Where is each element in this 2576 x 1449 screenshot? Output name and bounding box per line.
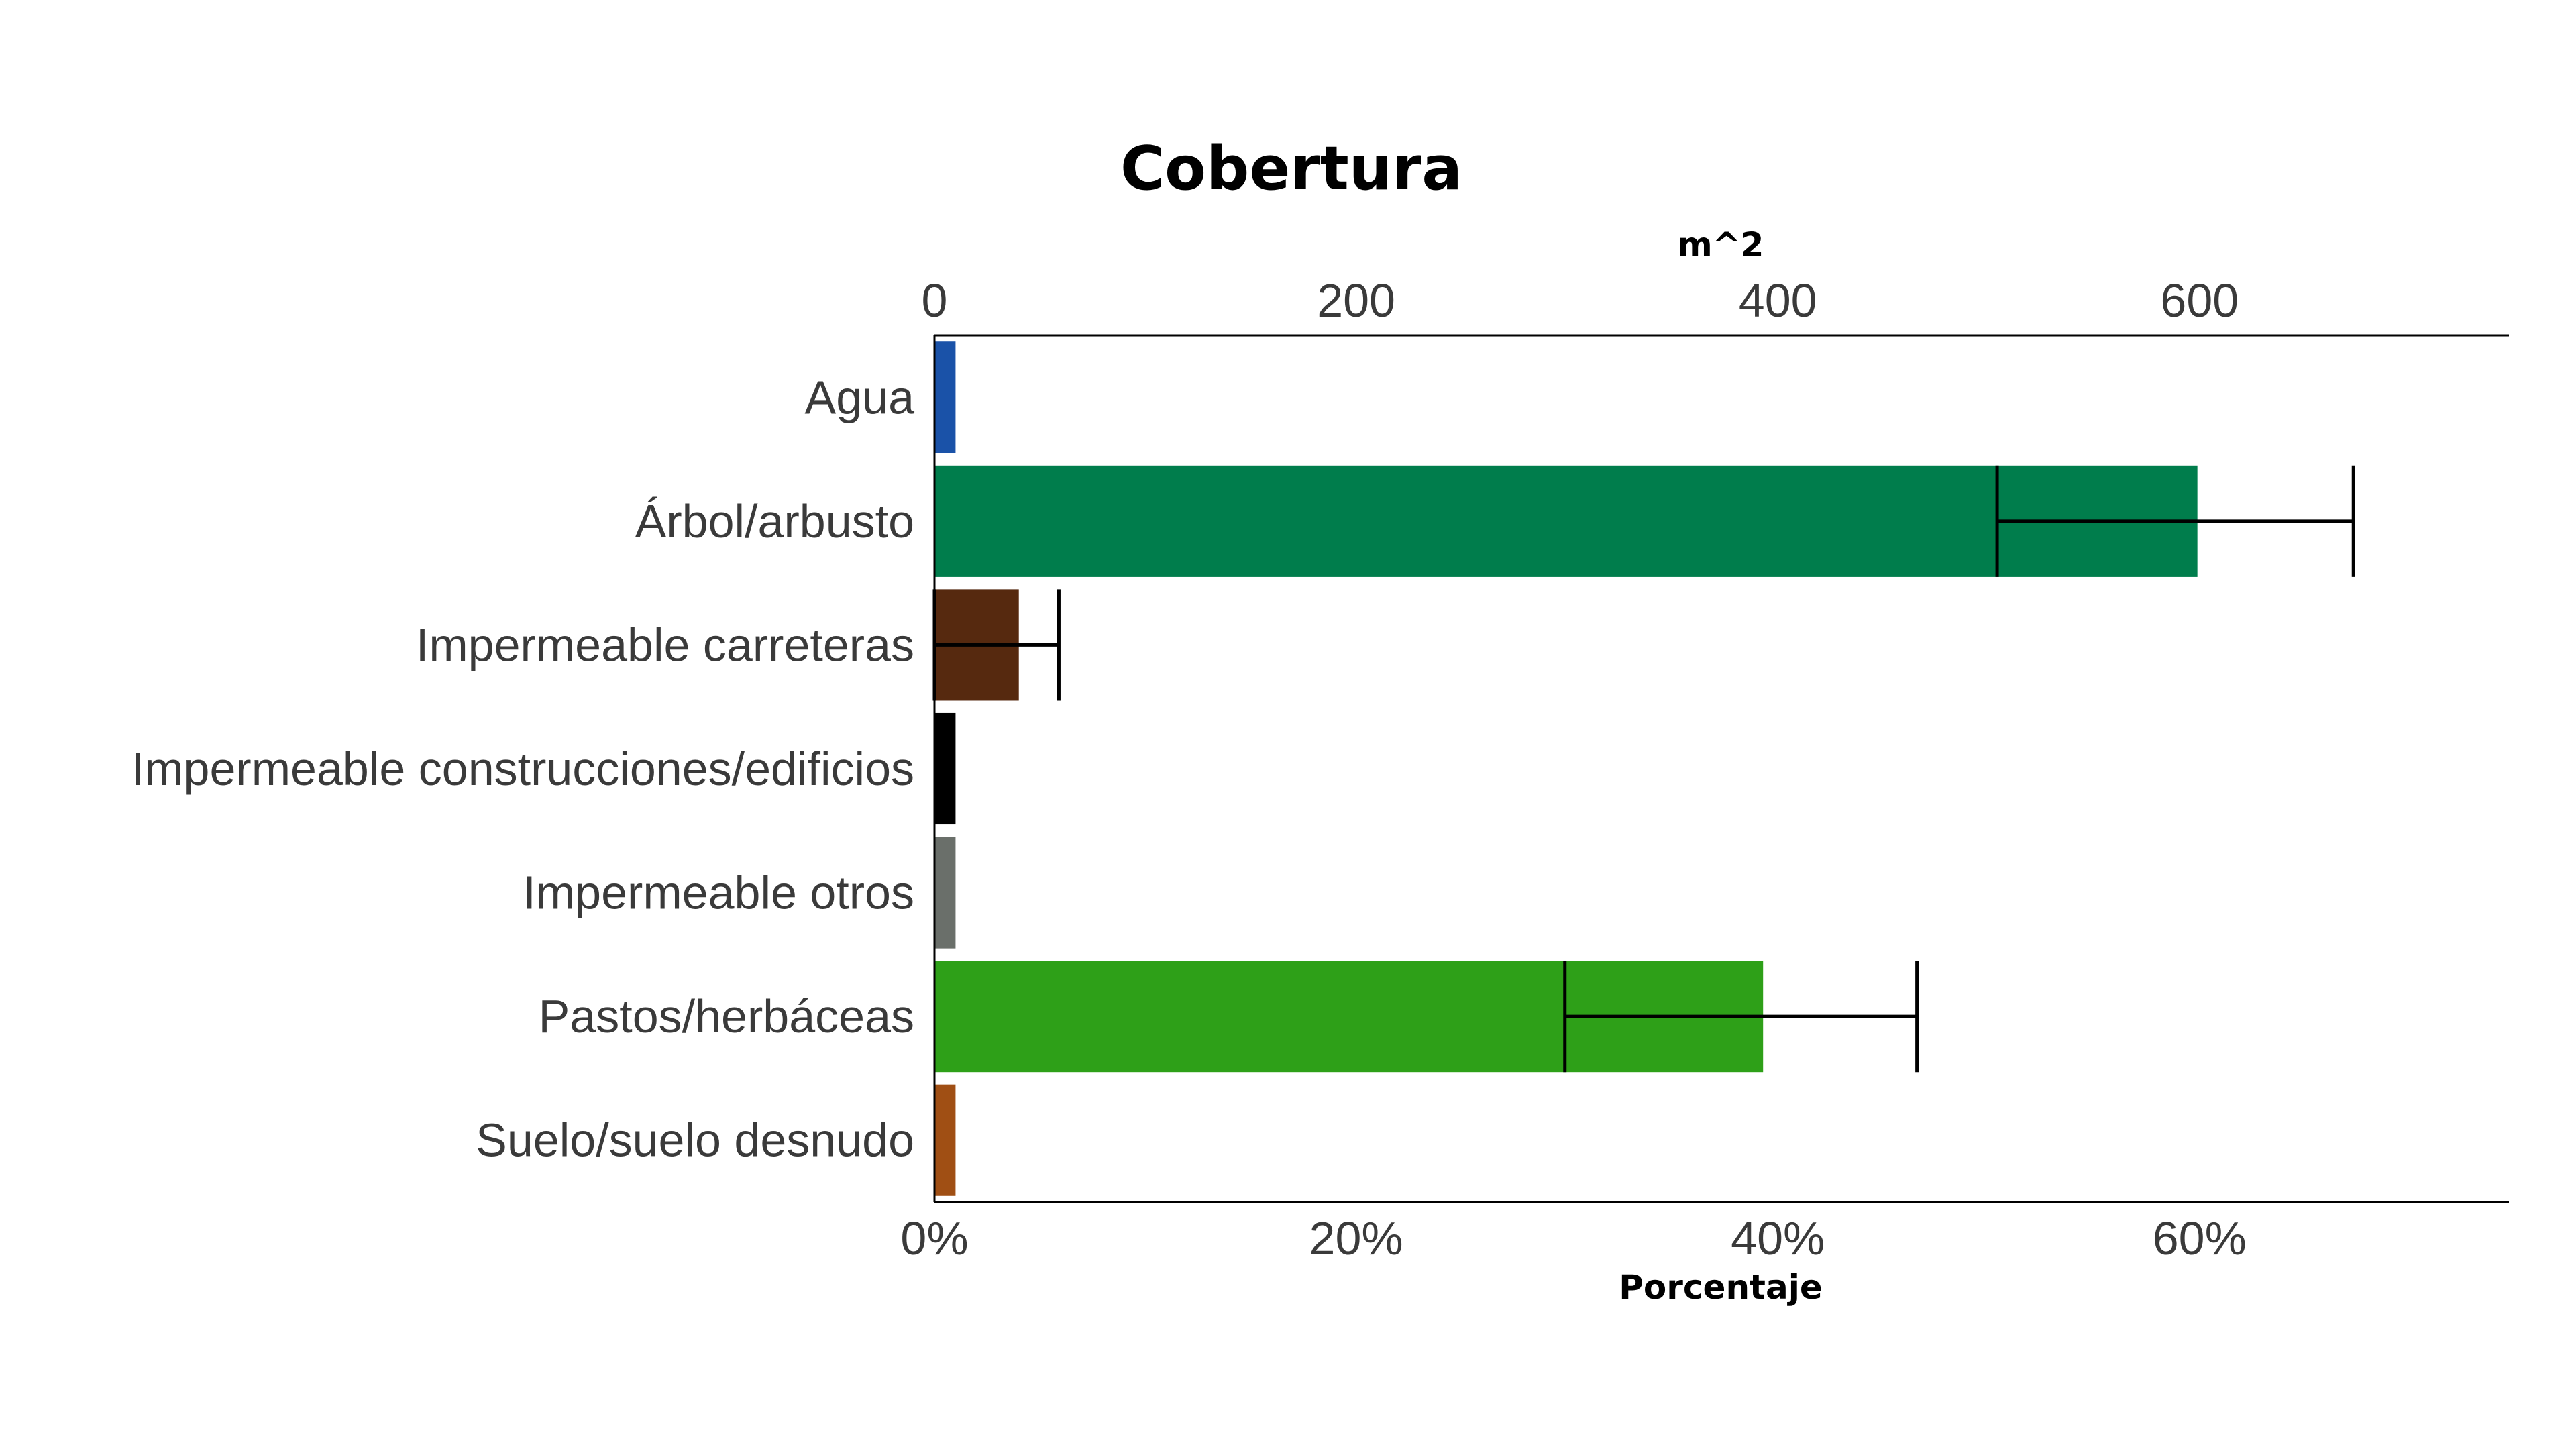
bar xyxy=(934,837,956,949)
bar xyxy=(934,341,956,453)
x2-tick-label: 600 xyxy=(2160,274,2239,327)
bar xyxy=(934,1084,956,1196)
plot-area: Agua Árbol/arbusto Impermeable carreteras I… xyxy=(131,274,2509,1265)
bottom-axis-title: Porcentaje xyxy=(1619,1268,1823,1307)
top-axis-title: m^2 xyxy=(1678,225,1764,264)
bar xyxy=(934,465,2198,577)
category-label: Impermeable otros xyxy=(523,867,914,919)
x2-tick-label: 200 xyxy=(1317,274,1395,327)
bar xyxy=(934,712,956,825)
x-tick-label: 40% xyxy=(1731,1212,1825,1265)
x2-tick-label: 400 xyxy=(1739,274,1817,327)
chart-title: Cobertura xyxy=(1120,133,1462,204)
x-tick-label: 20% xyxy=(1309,1212,1403,1265)
x2-tick-label: 0 xyxy=(922,274,948,327)
x-tick-label: 0% xyxy=(900,1212,968,1265)
category-label: Impermeable construcciones/edificios xyxy=(131,743,914,795)
category-label: Suelo/suelo desnudo xyxy=(476,1114,914,1167)
x-tick-label: 60% xyxy=(2153,1212,2247,1265)
category-label: Agua xyxy=(805,371,915,423)
category-label: Pastos/herbáceas xyxy=(539,990,914,1042)
category-label: Árbol/arbusto xyxy=(635,495,914,547)
category-label: Impermeable carreteras xyxy=(416,619,914,671)
